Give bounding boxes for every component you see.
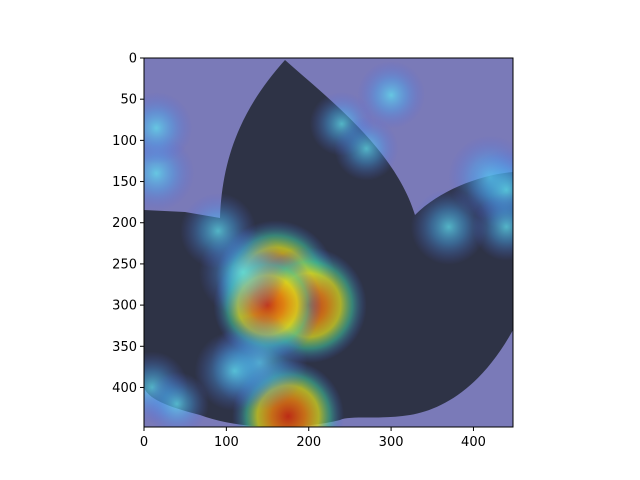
y-tick-label: 0 xyxy=(129,52,137,67)
plot-area xyxy=(144,58,513,427)
heatmap-hotspot xyxy=(472,192,513,261)
heatmap-hotspot xyxy=(180,192,257,269)
heatmap-hotspot xyxy=(357,61,426,130)
y-tick-label: 250 xyxy=(112,257,137,272)
y-axis: 0 50 100 150 200 250 300 350 400 xyxy=(112,52,144,396)
y-tick-label: 300 xyxy=(112,299,137,314)
x-tick-label: 400 xyxy=(461,435,486,450)
x-axis: 0 100 200 300 400 xyxy=(140,427,486,450)
x-tick-label: 300 xyxy=(379,435,404,450)
heatmap-hotspot xyxy=(144,371,209,427)
heatmap-hotspot xyxy=(334,116,399,181)
y-tick-label: 200 xyxy=(112,216,137,231)
x-tick-label: 0 xyxy=(140,435,148,450)
y-tick-label: 150 xyxy=(112,175,137,190)
x-tick-label: 100 xyxy=(214,435,239,450)
y-tick-label: 400 xyxy=(112,381,137,396)
axes-frame xyxy=(143,57,514,428)
x-tick-label: 200 xyxy=(296,435,321,450)
heatmap-hotspots xyxy=(144,61,513,427)
heatmap-hotspot xyxy=(410,188,487,265)
y-tick-label: 350 xyxy=(112,340,137,355)
heatmap-hotspot xyxy=(194,330,275,411)
y-tick-label: 50 xyxy=(120,93,137,108)
heatmap-hotspot xyxy=(144,92,193,165)
y-tick-label: 100 xyxy=(112,134,137,149)
